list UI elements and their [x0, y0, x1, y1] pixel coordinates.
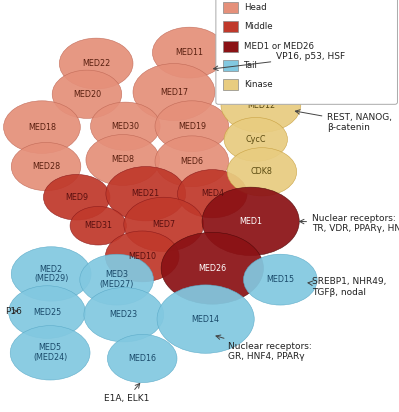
Ellipse shape	[11, 247, 91, 301]
Ellipse shape	[52, 70, 122, 118]
FancyBboxPatch shape	[216, 0, 397, 104]
Ellipse shape	[10, 325, 90, 380]
Text: MED25: MED25	[33, 308, 61, 316]
Ellipse shape	[59, 38, 133, 89]
Text: MED4: MED4	[201, 189, 224, 198]
Text: MED7: MED7	[152, 220, 175, 229]
Text: MED8: MED8	[111, 155, 134, 164]
Ellipse shape	[178, 170, 247, 218]
Ellipse shape	[155, 101, 229, 152]
Text: E1A, ELK1: E1A, ELK1	[104, 384, 150, 403]
Ellipse shape	[80, 254, 154, 305]
Bar	[223, 21, 238, 33]
Ellipse shape	[86, 135, 160, 185]
Bar	[223, 80, 238, 90]
Text: MED14: MED14	[192, 315, 219, 323]
Text: MED1: MED1	[239, 217, 262, 226]
Text: Kinase: Kinase	[244, 80, 273, 89]
Text: MED10: MED10	[128, 252, 156, 261]
Text: MED19: MED19	[178, 122, 206, 131]
Text: MED17: MED17	[160, 87, 188, 96]
Ellipse shape	[152, 27, 226, 78]
Text: Tail: Tail	[244, 61, 258, 70]
Text: VP16, p53, HSF: VP16, p53, HSF	[213, 52, 346, 70]
Text: SREBP1, NHR49,
TGFβ, nodal: SREBP1, NHR49, TGFβ, nodal	[308, 277, 386, 297]
Ellipse shape	[9, 286, 85, 338]
Text: Head: Head	[244, 3, 267, 12]
Ellipse shape	[70, 206, 126, 245]
Text: MED30: MED30	[111, 122, 139, 131]
Ellipse shape	[224, 117, 288, 161]
Ellipse shape	[221, 58, 280, 100]
Text: MED1 or MED26: MED1 or MED26	[244, 42, 314, 51]
Bar	[223, 2, 238, 13]
Ellipse shape	[11, 143, 81, 191]
Text: CDK8: CDK8	[251, 167, 273, 176]
Ellipse shape	[227, 148, 297, 196]
Ellipse shape	[91, 102, 160, 150]
Text: MED15: MED15	[266, 275, 294, 284]
Text: MED11: MED11	[175, 48, 203, 57]
Text: MED26: MED26	[198, 264, 226, 273]
Text: P16: P16	[5, 307, 22, 316]
Bar	[223, 41, 238, 52]
Text: MED6: MED6	[180, 157, 203, 166]
Text: MED13: MED13	[237, 75, 265, 83]
Text: MED20: MED20	[73, 90, 101, 99]
Text: Nuclear receptors:
TR, VDR, PPARγ, HNF4, ER, GR: Nuclear receptors: TR, VDR, PPARγ, HNF4,…	[300, 214, 399, 233]
Ellipse shape	[221, 78, 301, 132]
Ellipse shape	[106, 166, 186, 221]
Ellipse shape	[124, 197, 203, 252]
Text: CycC: CycC	[245, 135, 266, 144]
Text: MED22: MED22	[82, 59, 110, 68]
Ellipse shape	[84, 288, 164, 342]
Ellipse shape	[243, 254, 317, 305]
Text: MED3
(MED27): MED3 (MED27)	[99, 270, 134, 289]
Text: Nuclear receptors:
GR, HNF4, PPARγ: Nuclear receptors: GR, HNF4, PPARγ	[216, 335, 311, 361]
Text: MED21: MED21	[132, 189, 160, 198]
Ellipse shape	[155, 136, 229, 187]
Text: MED18: MED18	[28, 123, 56, 131]
Text: Middle: Middle	[244, 23, 273, 31]
Text: MED12: MED12	[247, 101, 275, 110]
Text: MED16: MED16	[128, 354, 156, 363]
Ellipse shape	[133, 63, 215, 121]
Text: MED5
(MED24): MED5 (MED24)	[33, 344, 67, 362]
Ellipse shape	[105, 231, 179, 282]
Text: MED23: MED23	[110, 310, 138, 319]
Ellipse shape	[4, 101, 80, 153]
Text: MED28: MED28	[32, 162, 60, 171]
Text: MED31: MED31	[84, 221, 112, 230]
Text: MED2
(MED29): MED2 (MED29)	[34, 265, 68, 283]
Bar	[223, 60, 238, 71]
Ellipse shape	[157, 285, 254, 353]
Ellipse shape	[43, 174, 110, 220]
Ellipse shape	[107, 335, 177, 383]
Text: REST, NANOG,
β-catenin: REST, NANOG, β-catenin	[295, 110, 392, 132]
Ellipse shape	[202, 187, 299, 255]
Ellipse shape	[161, 232, 263, 304]
Text: MED9: MED9	[65, 193, 88, 202]
